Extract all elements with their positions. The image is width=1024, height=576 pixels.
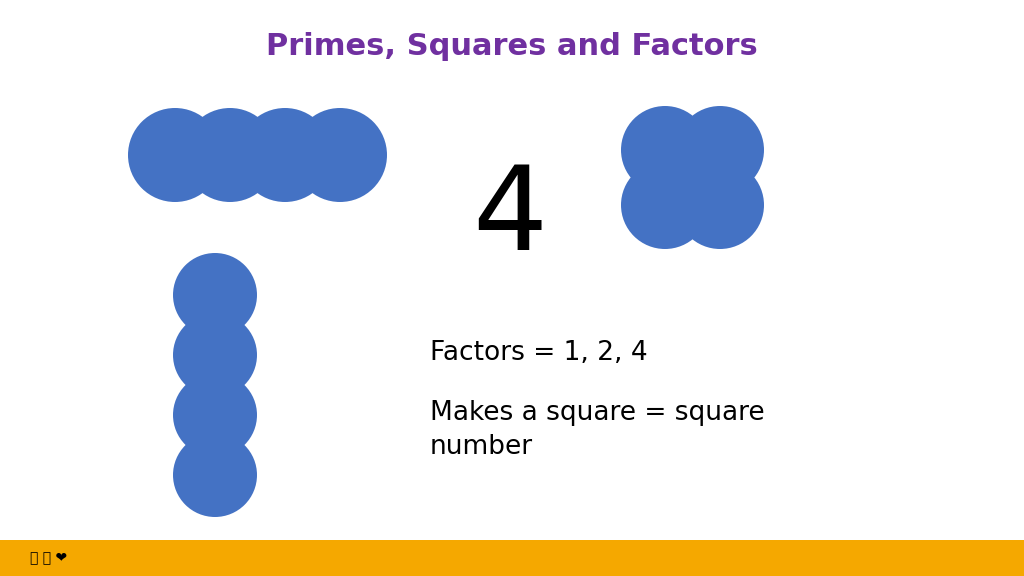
Circle shape	[238, 108, 332, 202]
Circle shape	[173, 433, 257, 517]
Text: Makes a square = square
number: Makes a square = square number	[430, 400, 765, 460]
Circle shape	[173, 373, 257, 457]
Circle shape	[183, 108, 278, 202]
Text: Factors = 1, 2, 4: Factors = 1, 2, 4	[430, 340, 647, 366]
Circle shape	[676, 161, 764, 249]
Text: 4: 4	[472, 160, 548, 275]
Circle shape	[621, 161, 709, 249]
Circle shape	[173, 313, 257, 397]
Circle shape	[621, 106, 709, 194]
Text: Primes, Squares and Factors: Primes, Squares and Factors	[266, 32, 758, 61]
Circle shape	[173, 253, 257, 337]
Text: 🚌 🐾 ❤️: 🚌 🐾 ❤️	[30, 551, 68, 565]
Bar	[0, 540, 1024, 576]
Circle shape	[128, 108, 222, 202]
Circle shape	[293, 108, 387, 202]
Circle shape	[676, 106, 764, 194]
